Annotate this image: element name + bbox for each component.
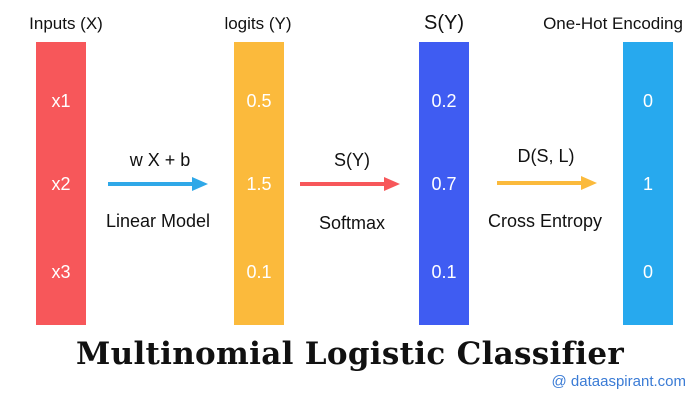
inputs-bar: x1 x2 x3: [36, 42, 86, 325]
linear-model-label: Linear Model: [105, 211, 211, 231]
logit-value: 1.5: [246, 174, 272, 194]
input-value: x3: [51, 262, 71, 282]
one-hot-bar: 0 1 0: [623, 42, 673, 325]
softmax-value: 0.7: [431, 174, 457, 194]
softmax-value: 0.1: [431, 262, 457, 282]
logit-value: 0.5: [246, 91, 272, 111]
softmax-value: 0.2: [431, 91, 457, 111]
softmax-arrow-icon: [300, 177, 400, 191]
linear-model-formula: w X + b: [129, 150, 191, 170]
cross-entropy-arrow-icon: [497, 176, 597, 190]
one-hot-value: 1: [642, 174, 653, 194]
one-hot-value: 0: [642, 262, 653, 282]
cross-entropy-formula: D(S, L): [517, 146, 575, 166]
softmax-formula: S(Y): [334, 150, 370, 170]
logits-title: logits (Y): [224, 14, 292, 33]
softmax-output-title: S(Y): [424, 12, 464, 34]
linear-model-arrow-icon: [108, 177, 208, 191]
diagram-title: Multinomial Logistic Classifier: [75, 336, 624, 372]
one-hot-title: One-Hot Encoding: [543, 14, 683, 33]
softmax-bar: 0.2 0.7 0.1: [419, 42, 469, 325]
input-value: x2: [51, 174, 71, 194]
one-hot-value: 0: [642, 91, 653, 111]
inputs-title: Inputs (X): [29, 14, 103, 33]
watermark: @ dataaspirant.com: [551, 373, 686, 390]
cross-entropy-label: Cross Entropy: [487, 211, 603, 231]
input-value: x1: [51, 91, 71, 111]
softmax-label: Softmax: [318, 213, 386, 233]
logit-value: 0.1: [246, 262, 272, 282]
logits-bar: 0.5 1.5 0.1: [234, 42, 284, 325]
